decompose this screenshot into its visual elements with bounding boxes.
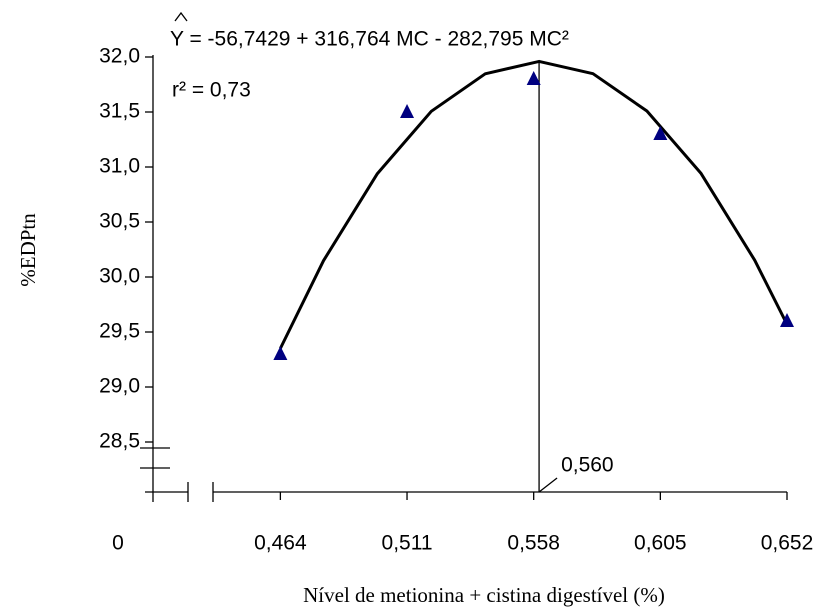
- y-tick-label: 30,0: [99, 265, 140, 288]
- y-tick-label: 29,0: [99, 375, 140, 398]
- optimum-label: 0,560: [561, 454, 614, 477]
- data-point: [780, 313, 794, 327]
- x-tick-label: 0,605: [634, 532, 687, 555]
- x-tick-label: 0,558: [507, 532, 560, 555]
- y-tick-label: 30,5: [99, 210, 140, 233]
- x-tick-label: 0,652: [761, 532, 814, 555]
- equation: Y = -56,7429 + 316,764 MC - 282,795 MC²: [170, 28, 569, 51]
- data-point: [653, 126, 668, 140]
- x-tick-label: 0,511: [382, 532, 433, 555]
- y-tick-label: 29,5: [99, 320, 140, 343]
- y-tick-label: 28,5: [99, 430, 140, 453]
- data-point: [400, 104, 415, 118]
- data-point: [526, 71, 541, 85]
- r-squared: r² = 0,73: [172, 79, 251, 102]
- y-tick-label: 32,0: [99, 45, 140, 68]
- y-tick-label: 31,5: [99, 100, 140, 123]
- x-tick-label: 0,464: [254, 532, 307, 555]
- origin-label: 0: [112, 532, 124, 555]
- leader-line: [538, 477, 558, 493]
- x-axis-label: Nível de metionina + cistina digestível …: [303, 583, 665, 607]
- fit-curve: [279, 59, 789, 350]
- y-axis-label: %EDPtn: [16, 213, 40, 287]
- y-tick-label: 31,0: [99, 155, 140, 178]
- data-point: [273, 346, 288, 360]
- hat-symbol: [174, 11, 188, 22]
